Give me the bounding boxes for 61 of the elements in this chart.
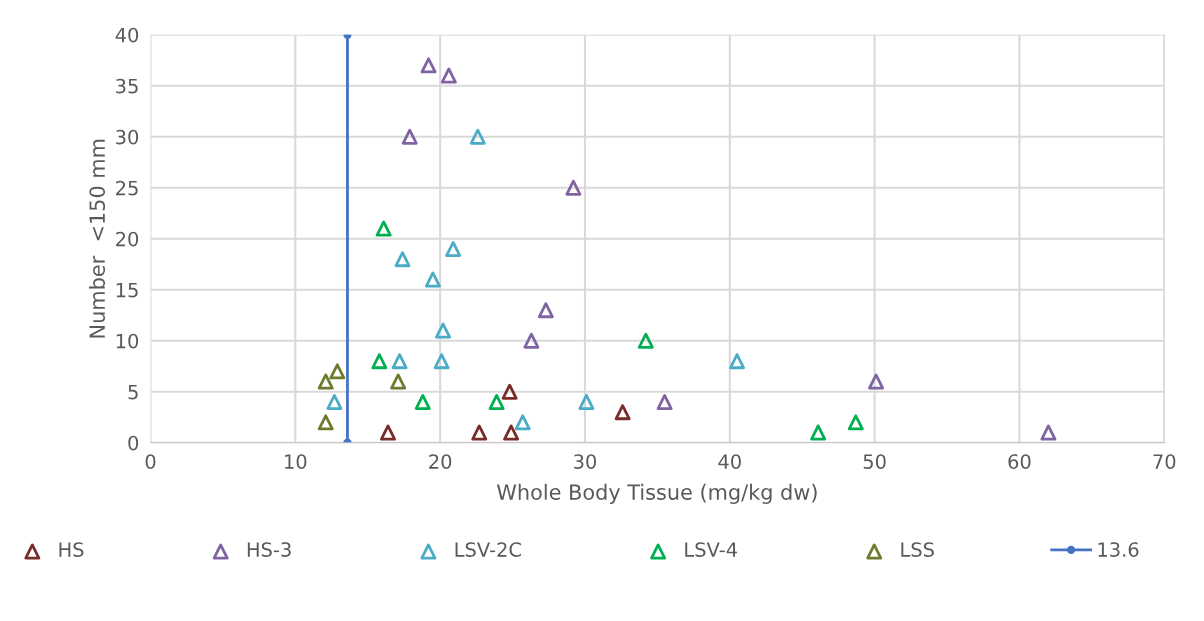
point [729,353,746,370]
y-axis-title: Number <150 mm [88,139,106,338]
y-tick-label: 35 [116,78,138,94]
legend-label: HS-3 [247,542,291,557]
legend-label: LSV-4 [685,542,738,557]
legend-label: LSS [901,542,934,557]
point [401,128,418,145]
point [329,363,346,380]
point [317,373,334,390]
point [371,353,388,370]
y-tick-label: 30 [116,129,139,145]
point [537,302,554,319]
point [445,241,462,257]
x-tick-label: 70 [1153,454,1176,469]
point [394,251,411,268]
x-tick-label: 10 [285,454,307,469]
y-tick-label: 40 [115,27,139,43]
point [435,322,452,339]
point [440,67,457,84]
point [414,394,431,410]
x-tick-label: 0 [145,454,156,469]
legend-label: HS [59,542,84,557]
point [391,353,408,370]
point [375,220,392,237]
x-tick-label: 20 [429,454,452,469]
x-tick-label: 40 [718,454,741,469]
point [503,424,520,441]
point [488,394,505,410]
point [1040,424,1057,441]
point [565,179,582,196]
legend-label: 13.6 [1098,542,1139,557]
point [390,373,407,390]
x-tick-label: 30 [574,454,597,469]
point [471,424,488,441]
legend-label: LSV-2C [455,542,521,557]
point [868,373,885,390]
point [317,414,334,431]
point [469,128,486,145]
point [326,394,343,410]
y-tick-label: 10 [116,333,139,349]
point [578,394,595,410]
x-tick-label: 60 [1008,454,1031,469]
y-tick-label: 15 [116,282,138,298]
point [420,57,437,74]
point [637,332,654,349]
point [656,394,673,410]
x-axis-title: Whole Body Tissue (mg/kg dw) [496,483,817,504]
point [501,383,518,400]
x-tick-label: 50 [863,454,886,469]
point [380,424,396,441]
y-tick-label: 5 [128,384,138,400]
point [810,424,827,441]
y-tick-label: 20 [116,231,139,247]
point [424,271,441,288]
point [523,332,540,349]
y-tick-label: 0 [128,435,139,451]
point [614,404,631,421]
y-tick-label: 25 [116,180,138,196]
point [433,353,450,370]
point [847,414,864,431]
point [514,414,531,431]
